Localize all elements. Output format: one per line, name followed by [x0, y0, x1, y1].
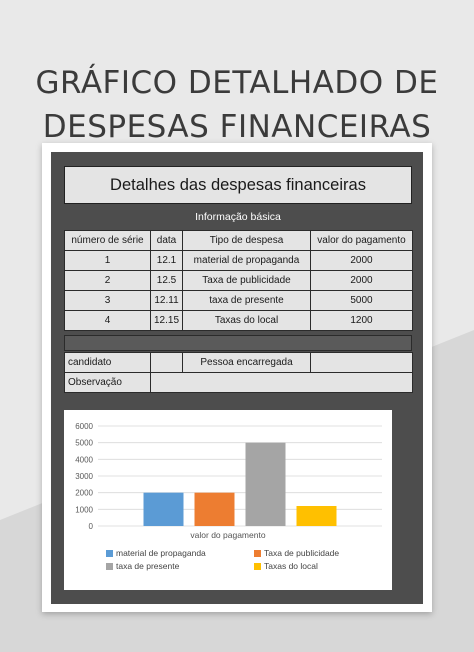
legend-item: Taxas do local [254, 561, 318, 571]
page-title: GRÁFICO DETALHADO DE DESPESAS FINANCEIRA… [0, 61, 474, 149]
person-value [310, 352, 413, 373]
person-label: Pessoa encarregada [182, 352, 311, 373]
expense-chart: 0 1000 2000 3000 4000 5000 6000 valor do pagam… [64, 410, 392, 590]
type-cell: taxa de presente [182, 290, 311, 311]
legend-item: taxa de presente [106, 561, 179, 571]
amount-cell: 2000 [310, 270, 413, 291]
x-axis-title: valor do pagamento [190, 530, 266, 540]
legend-swatch [254, 549, 261, 557]
document-frame: Detalhes das despesas financeiras Inform… [51, 152, 423, 604]
document-sheet: Detalhes das despesas financeiras Inform… [42, 143, 432, 612]
legend-label: material de propaganda [116, 548, 206, 558]
y-tick-label: 6000 [75, 422, 93, 431]
table-row: 3 12.11 taxa de presente 5000 [64, 290, 413, 311]
info-row: Observação [64, 372, 413, 393]
observation-label: Observação [64, 372, 151, 393]
type-cell: Taxas do local [182, 310, 311, 331]
serial-cell: 1 [64, 250, 151, 271]
date-cell: 12.11 [150, 290, 183, 311]
date-cell: 12.5 [150, 270, 183, 291]
legend-item: material de propaganda [106, 548, 206, 558]
y-tick-label: 5000 [75, 439, 93, 448]
bar-3 [245, 442, 286, 526]
y-tick-label: 2000 [75, 489, 93, 498]
legend-item: Taxa de publicidade [254, 548, 339, 558]
amount-cell: 1200 [310, 310, 413, 331]
table-row: 4 12.15 Taxas do local 1200 [64, 310, 413, 331]
chart-svg: 0 1000 2000 3000 4000 5000 6000 [75, 422, 382, 531]
candidate-value [150, 352, 183, 373]
page-title-line-1: GRÁFICO DETALHADO DE [35, 64, 439, 101]
bar-2 [194, 492, 235, 526]
y-tick-label: 3000 [75, 472, 93, 481]
column-header: número de série [64, 230, 151, 251]
y-tick-label: 0 [89, 522, 94, 531]
column-header: valor do pagamento [310, 230, 413, 251]
type-cell: Taxa de publicidade [182, 270, 311, 291]
legend-swatch [106, 549, 113, 557]
bar-1 [143, 492, 184, 526]
page-title-line-2: DESPESAS FINANCEIRAS [42, 108, 432, 145]
expenses-table: número de série data Tipo de despesa val… [64, 230, 413, 331]
candidate-label: candidato [64, 352, 151, 373]
legend-label: Taxa de publicidade [264, 548, 340, 558]
serial-cell: 2 [64, 270, 151, 291]
table-header-row: número de série data Tipo de despesa val… [64, 230, 413, 251]
column-header: data [150, 230, 183, 251]
bar-4 [296, 506, 337, 526]
table-row: 2 12.5 Taxa de publicidade 2000 [64, 270, 413, 291]
date-cell: 12.1 [150, 250, 183, 271]
table-row: 1 12.1 material de propaganda 2000 [64, 250, 413, 271]
serial-cell: 4 [64, 310, 151, 331]
amount-cell: 5000 [310, 290, 413, 311]
amount-cell: 2000 [310, 250, 413, 271]
document-title: Detalhes das despesas financeiras [64, 166, 412, 204]
legend-swatch [106, 562, 113, 570]
legend-label: taxa de presente [116, 561, 180, 571]
observation-value [150, 372, 413, 393]
date-cell: 12.15 [150, 310, 183, 331]
legend-label: Taxas do local [264, 561, 318, 571]
serial-cell: 3 [64, 290, 151, 311]
type-cell: material de propaganda [182, 250, 311, 271]
y-tick-label: 1000 [75, 505, 93, 514]
info-row: candidato Pessoa encarregada [64, 352, 413, 373]
y-tick-label: 4000 [75, 455, 93, 464]
column-header: Tipo de despesa [182, 230, 311, 251]
info-table: candidato Pessoa encarregada Observação [64, 352, 413, 393]
section-label: Informação básica [195, 211, 281, 223]
blank-row [64, 335, 412, 351]
legend-swatch [254, 562, 261, 570]
